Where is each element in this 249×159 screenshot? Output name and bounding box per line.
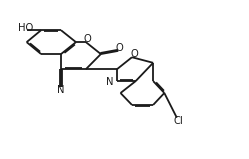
Text: N: N <box>57 85 65 95</box>
Text: O: O <box>116 43 124 53</box>
Text: N: N <box>106 77 114 87</box>
Text: Cl: Cl <box>174 116 184 125</box>
Text: HO: HO <box>18 23 33 33</box>
Text: O: O <box>83 34 91 44</box>
Text: O: O <box>130 49 138 59</box>
